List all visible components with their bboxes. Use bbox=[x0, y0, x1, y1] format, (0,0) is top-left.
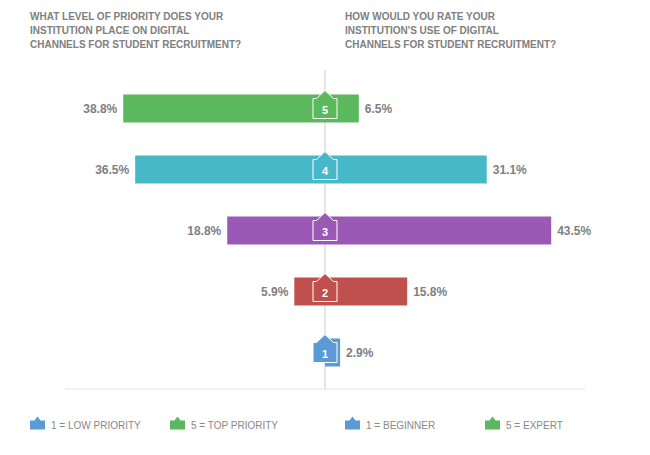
bar bbox=[325, 217, 551, 245]
category-label: 2 bbox=[322, 287, 328, 299]
category-marker bbox=[313, 274, 337, 302]
series-title: WHAT LEVEL OF PRIORITY DOES YOUR INSTITUT… bbox=[30, 11, 241, 50]
chart: WHAT LEVEL OF PRIORITY DOES YOUR INSTITUT… bbox=[0, 0, 650, 455]
bar bbox=[227, 217, 325, 245]
category-label: 1 bbox=[322, 348, 328, 360]
category-marker bbox=[313, 335, 337, 363]
title-line: CHANNELS FOR STUDENT RECRUITMENT? bbox=[345, 39, 556, 50]
data-label: 15.8% bbox=[413, 285, 447, 299]
axis-line bbox=[325, 389, 585, 390]
category-label: 5 bbox=[322, 104, 328, 116]
data-label: 31.1% bbox=[493, 163, 527, 177]
legend-text: 1 = LOW PRIORITY bbox=[51, 420, 141, 431]
data-label: 43.5% bbox=[557, 224, 591, 238]
data-label: 5.9% bbox=[261, 285, 289, 299]
category-label: 3 bbox=[322, 226, 328, 238]
title-line: INSTITUTION'S USE OF DIGITAL bbox=[345, 25, 499, 36]
data-label: 36.5% bbox=[95, 163, 129, 177]
bar bbox=[325, 156, 487, 184]
legend-marker bbox=[345, 417, 360, 430]
legend-text: 5 = TOP PRIORITY bbox=[191, 420, 278, 431]
series-title: HOW WOULD YOU RATE YOUR INSTITUTION'S USE… bbox=[345, 11, 556, 50]
category-marker bbox=[313, 152, 337, 180]
title-line: CHANNELS FOR STUDENT RECRUITMENT? bbox=[30, 39, 241, 50]
data-label: 18.8% bbox=[187, 224, 221, 238]
legend-marker bbox=[30, 417, 45, 430]
category-label: 4 bbox=[322, 165, 329, 177]
bars bbox=[123, 95, 551, 367]
legend-marker bbox=[485, 417, 500, 430]
legend-marker bbox=[170, 417, 185, 430]
data-label: 6.5% bbox=[365, 102, 393, 116]
title-line: HOW WOULD YOU RATE YOUR bbox=[345, 11, 496, 22]
category-marker bbox=[313, 213, 337, 241]
data-label: 38.8% bbox=[83, 102, 117, 116]
legend-text: 5 = EXPERT bbox=[506, 420, 563, 431]
axis-line bbox=[65, 389, 325, 390]
title-line: INSTITUTION PLACE ON DIGITAL bbox=[30, 25, 189, 36]
bar bbox=[135, 156, 325, 184]
category-marker bbox=[313, 91, 337, 119]
bar bbox=[123, 95, 325, 123]
title-line: WHAT LEVEL OF PRIORITY DOES YOUR bbox=[30, 11, 224, 22]
data-label: 2.9% bbox=[346, 346, 374, 360]
legend-text: 1 = BEGINNER bbox=[366, 420, 435, 431]
